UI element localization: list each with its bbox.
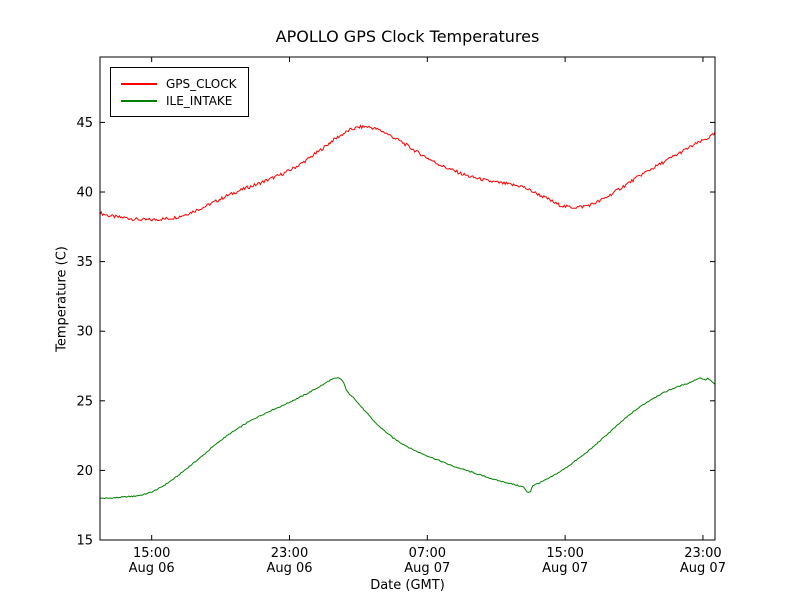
y-tick-label: 25 — [76, 394, 93, 409]
x-tick-time-label: 15:00 — [546, 546, 583, 561]
series-line-ile_intake — [99, 377, 716, 500]
y-tick-label: 40 — [76, 186, 93, 201]
y-tick-label: 45 — [76, 116, 93, 131]
y-tick-label: 30 — [76, 325, 93, 340]
x-tick-date-label: Aug 06 — [129, 561, 175, 576]
legend-label-gps-clock: GPS_CLOCK — [166, 76, 237, 91]
x-tick-time-label: 23:00 — [271, 546, 308, 561]
x-tick-time-label: 23:00 — [684, 546, 721, 561]
series-line-gps_clock — [99, 124, 716, 222]
legend: GPS_CLOCK ILE_INTAKE — [110, 67, 250, 117]
axes-frame — [99, 56, 716, 541]
chart-title: APOLLO GPS Clock Temperatures — [275, 27, 540, 46]
x-tick-date-label: Aug 07 — [404, 561, 450, 576]
x-tick-date-label: Aug 07 — [680, 561, 726, 576]
y-axis-label: Temperature (C) — [54, 246, 70, 352]
x-tick-date-label: Aug 07 — [542, 561, 588, 576]
legend-label-ile-intake: ILE_INTAKE — [166, 93, 233, 108]
y-tick-label: 15 — [76, 534, 93, 549]
legend-item-gps-clock: GPS_CLOCK — [121, 75, 236, 92]
x-axis-label: Date (GMT) — [370, 578, 445, 593]
legend-item-ile-intake: ILE_INTAKE — [121, 92, 236, 109]
y-tick-label: 20 — [76, 464, 93, 479]
legend-line-sample-red — [121, 82, 157, 85]
legend-line-sample-green — [121, 99, 157, 102]
x-tick-time-label: 15:00 — [133, 546, 170, 561]
x-tick-time-label: 07:00 — [409, 546, 446, 561]
y-tick-label: 35 — [76, 255, 93, 270]
x-tick-date-label: Aug 06 — [266, 561, 312, 576]
